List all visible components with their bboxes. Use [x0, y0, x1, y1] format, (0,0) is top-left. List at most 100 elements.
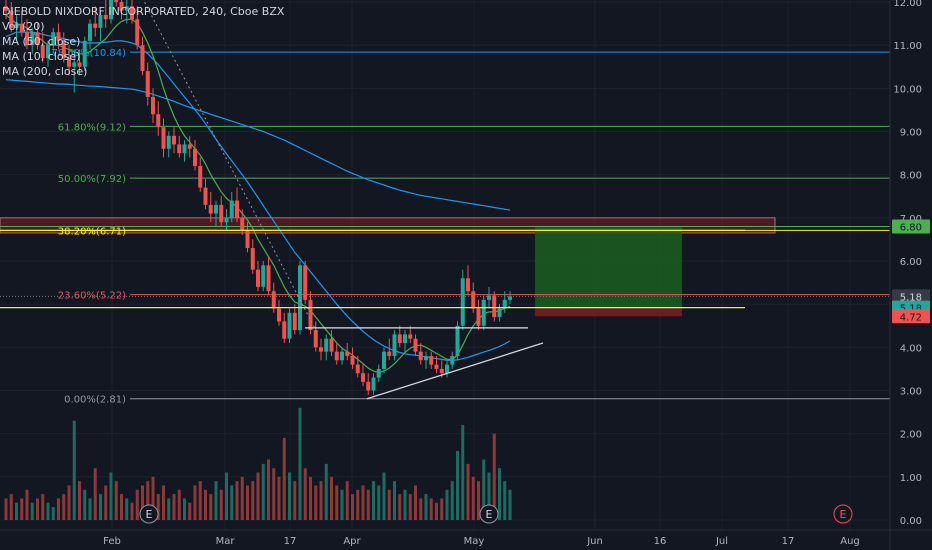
candle-body: [36, 32, 40, 45]
candle-body: [419, 352, 423, 361]
candle-body: [235, 201, 239, 218]
volume-bar: [26, 490, 29, 520]
volume-bar: [41, 494, 44, 520]
volume-bar: [393, 481, 396, 520]
volume-bar: [188, 503, 191, 520]
candle-body: [482, 300, 486, 326]
earnings-label: E: [146, 508, 153, 521]
candle-body: [267, 265, 271, 291]
candle-body: [303, 265, 307, 300]
target-zone: [535, 226, 682, 307]
candle-body: [340, 352, 344, 361]
candle-body: [204, 188, 208, 205]
price-tick: 6.00: [900, 257, 922, 268]
volume-bar: [435, 503, 438, 520]
candle-body: [261, 265, 265, 287]
volume-bar: [94, 468, 97, 520]
volume-bar: [288, 473, 291, 520]
candle-body: [230, 201, 234, 218]
volume-bar: [446, 490, 449, 520]
price-tick: 8.00: [900, 171, 922, 182]
candle-body: [345, 352, 349, 356]
volume-bar: [83, 490, 86, 520]
candle-body: [4, 6, 8, 10]
candle-body: [424, 356, 428, 360]
volume-bar: [183, 498, 186, 520]
candle-body: [198, 166, 202, 188]
earnings-label: E: [840, 508, 847, 521]
fib-label: 61.80%(9.12): [58, 122, 126, 133]
candle-body: [20, 24, 24, 33]
volume-bar: [367, 490, 370, 520]
candle-body: [440, 369, 444, 373]
candle-body: [188, 144, 192, 148]
candle-body: [62, 41, 66, 58]
volume-bar: [346, 481, 349, 520]
volume-bar: [456, 451, 459, 520]
candle-body: [314, 330, 318, 347]
candle-body: [393, 334, 397, 356]
volume-bar: [36, 498, 39, 520]
candle-body: [72, 62, 76, 66]
candle-body: [324, 339, 328, 352]
volume-bar: [309, 477, 312, 520]
fib-label: 38.20%(6.71): [58, 226, 126, 237]
candle-body: [351, 356, 355, 365]
candle-body: [403, 334, 407, 343]
volume-bar: [257, 473, 260, 520]
candle-body: [471, 291, 475, 308]
candle-body: [487, 296, 491, 300]
volume-bar: [89, 498, 92, 520]
volume-bar: [20, 498, 23, 520]
price-tick: 10.00: [893, 84, 922, 95]
candle-body: [461, 278, 465, 325]
price-axis[interactable]: 12.0011.0010.009.008.007.006.005.004.003…: [890, 0, 932, 550]
candle-body: [382, 352, 386, 369]
candle-body: [408, 334, 412, 338]
price-tick: 11.00: [893, 41, 922, 52]
time-tick: Mar: [216, 536, 236, 547]
candle-body: [15, 24, 19, 28]
candle-body: [183, 144, 187, 153]
volume-bar: [472, 477, 475, 520]
candle-body: [414, 339, 418, 352]
candle-body: [46, 45, 50, 58]
volume-bar: [461, 425, 464, 520]
volume-bar: [131, 503, 134, 520]
candle-body: [377, 369, 381, 378]
volume-bar: [167, 498, 170, 520]
candle-body: [135, 19, 139, 45]
volume-bar: [299, 408, 302, 520]
time-tick: May: [464, 536, 485, 547]
volume-bar: [293, 481, 296, 520]
candle-body: [466, 278, 470, 291]
candle-body: [57, 32, 61, 41]
candle-body: [450, 356, 454, 365]
candle-body: [225, 218, 229, 222]
earnings-label: E: [486, 508, 493, 521]
volume-bar: [15, 503, 18, 520]
volume-bar: [52, 507, 55, 520]
volume-bar: [419, 498, 422, 520]
price-axis-bg: [890, 0, 932, 550]
candle-body: [293, 313, 297, 330]
volume-bar: [388, 490, 391, 520]
volume-bar: [31, 503, 34, 520]
candle-body: [445, 365, 449, 374]
volume-bar: [251, 481, 254, 520]
volume-bar: [383, 473, 386, 520]
candle-body: [151, 97, 155, 114]
candle-body: [130, 6, 134, 19]
volume-bar: [467, 464, 470, 520]
candle-body: [83, 41, 87, 67]
candle-body: [93, 24, 97, 28]
price-tick: 0.00: [900, 516, 922, 527]
candle-body: [429, 356, 433, 365]
candle-body: [508, 296, 512, 299]
volume-bar: [125, 498, 128, 520]
candle-body: [435, 365, 439, 369]
candle-body: [167, 136, 171, 149]
candle-body: [335, 352, 339, 361]
